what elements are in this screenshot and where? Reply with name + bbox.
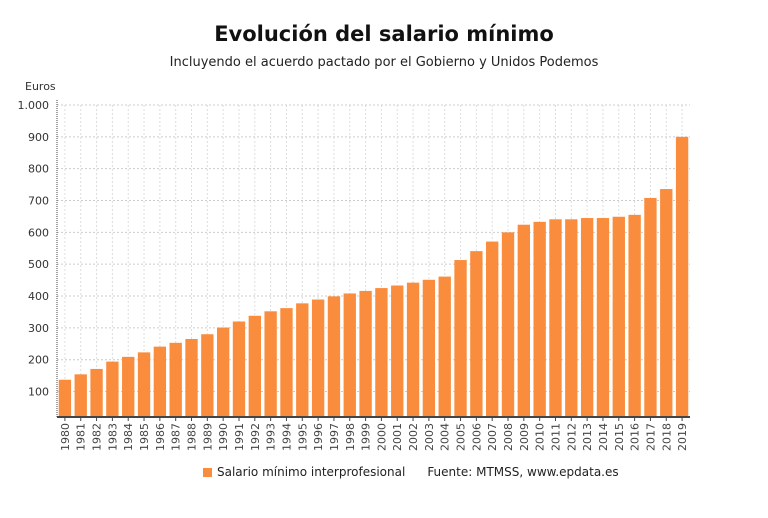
bar-2015 — [612, 216, 625, 417]
bar-2005 — [454, 260, 467, 417]
y-tick-label: 400 — [28, 290, 49, 303]
x-tick-label: 1997 — [328, 423, 341, 451]
x-tick-label: 2006 — [470, 423, 483, 451]
x-tick-label: 1986 — [154, 423, 167, 451]
x-tick-label: 1985 — [138, 423, 151, 451]
x-tick-label: 2013 — [581, 423, 594, 451]
x-tick-label: 2018 — [660, 423, 673, 451]
x-tick-label: 2001 — [391, 423, 404, 451]
bar-2001 — [391, 285, 404, 417]
bar-1997 — [327, 296, 341, 417]
legend-label: Salario mínimo interprofesional — [217, 465, 406, 479]
x-tick-label: 1998 — [344, 423, 357, 451]
y-tick-label: 700 — [28, 195, 49, 208]
bar-2007 — [486, 241, 499, 417]
x-tick-label: 1999 — [360, 423, 373, 451]
bar-2018 — [660, 189, 673, 417]
bar-1996 — [311, 299, 325, 417]
y-tick-label: 600 — [28, 226, 49, 239]
bar-1998 — [343, 293, 356, 417]
x-tick-label: 1988 — [186, 423, 199, 451]
x-tick-label: 1984 — [122, 423, 135, 451]
x-tick-label: 2008 — [502, 423, 515, 451]
x-tick-label: 2009 — [518, 423, 531, 451]
legend-swatch — [203, 467, 212, 477]
y-tick-label: 900 — [28, 131, 49, 144]
x-tick-label: 1982 — [91, 423, 104, 451]
y-tick-label: 200 — [28, 354, 49, 367]
bar-1999 — [359, 290, 372, 417]
bar-1993 — [264, 311, 277, 417]
y-tick-label: 1.000 — [18, 99, 50, 112]
x-tick-label: 1992 — [249, 423, 262, 451]
x-tick-label: 2015 — [613, 423, 626, 451]
bar-1982 — [90, 368, 103, 417]
x-tick-label: 1996 — [312, 423, 325, 451]
bar-1985 — [137, 352, 151, 417]
x-tick-label: 2000 — [375, 423, 388, 451]
x-tick-label: 2012 — [565, 423, 578, 451]
y-axis-label: Euros — [25, 80, 56, 93]
x-tick-label: 2016 — [629, 423, 642, 451]
x-tick-label: 1990 — [217, 423, 230, 451]
x-tick-label: 2014 — [597, 423, 610, 451]
bar-2012 — [565, 219, 578, 417]
x-tick-label: 2010 — [534, 423, 547, 451]
x-tick-label: 2002 — [407, 423, 420, 451]
x-tick-label: 2011 — [549, 423, 562, 451]
bar-1980 — [58, 379, 72, 417]
y-tick-label: 500 — [28, 258, 49, 271]
bar-2004 — [438, 276, 451, 417]
source-note: Fuente: MTMSS, www.epdata.es — [427, 465, 619, 479]
bar-2016 — [628, 214, 641, 417]
bar-2000 — [375, 288, 388, 417]
bar-1990 — [216, 327, 230, 417]
bar-1989 — [201, 334, 214, 417]
bar-2006 — [470, 251, 483, 417]
x-tick-label: 1994 — [280, 423, 293, 451]
bar-1992 — [248, 315, 261, 417]
bar-2014 — [596, 218, 610, 417]
x-tick-label: 1983 — [106, 423, 119, 451]
y-tick-label: 300 — [28, 322, 49, 335]
bar-2017 — [644, 197, 657, 417]
bar-1988 — [185, 339, 198, 417]
bar-2011 — [549, 219, 562, 417]
x-tick-label: 1981 — [75, 423, 88, 451]
x-tick-label: 2019 — [676, 423, 689, 451]
chart-title: Evolución del salario mínimo — [214, 22, 554, 46]
bar-1991 — [232, 321, 246, 417]
legend: Salario mínimo interprofesional Fuente: … — [203, 465, 619, 479]
bar-1994 — [280, 308, 293, 417]
x-tick-label: 2017 — [644, 423, 657, 451]
bar-2002 — [406, 282, 420, 417]
bar-2003 — [422, 279, 436, 417]
x-tick-label: 2005 — [455, 423, 468, 451]
bar-2013 — [580, 218, 594, 417]
y-tick-label: 100 — [28, 386, 49, 399]
bar-1984 — [122, 356, 135, 417]
x-tick-label: 1995 — [296, 423, 309, 451]
x-tick-label: 2004 — [439, 423, 452, 451]
x-tick-label: 1987 — [170, 423, 183, 451]
y-tick-label: 800 — [28, 163, 49, 176]
chart-subtitle: Incluyendo el acuerdo pactado por el Gob… — [169, 55, 599, 70]
x-tick-label: 1991 — [233, 423, 246, 451]
x-tick-label: 1980 — [59, 423, 72, 451]
bar-2019 — [675, 136, 689, 417]
bar-2008 — [501, 232, 515, 417]
bar-1995 — [296, 303, 309, 417]
bar-1983 — [106, 361, 119, 417]
x-tick-label: 2007 — [486, 423, 499, 451]
bar-1987 — [169, 342, 182, 417]
x-tick-label: 2003 — [423, 423, 436, 451]
bar-1981 — [74, 374, 87, 417]
x-tick-label: 1993 — [265, 423, 278, 451]
bar-1986 — [153, 346, 167, 417]
x-tick-label: 1989 — [201, 423, 214, 451]
bar-2009 — [517, 224, 531, 417]
bar-2010 — [533, 221, 546, 417]
